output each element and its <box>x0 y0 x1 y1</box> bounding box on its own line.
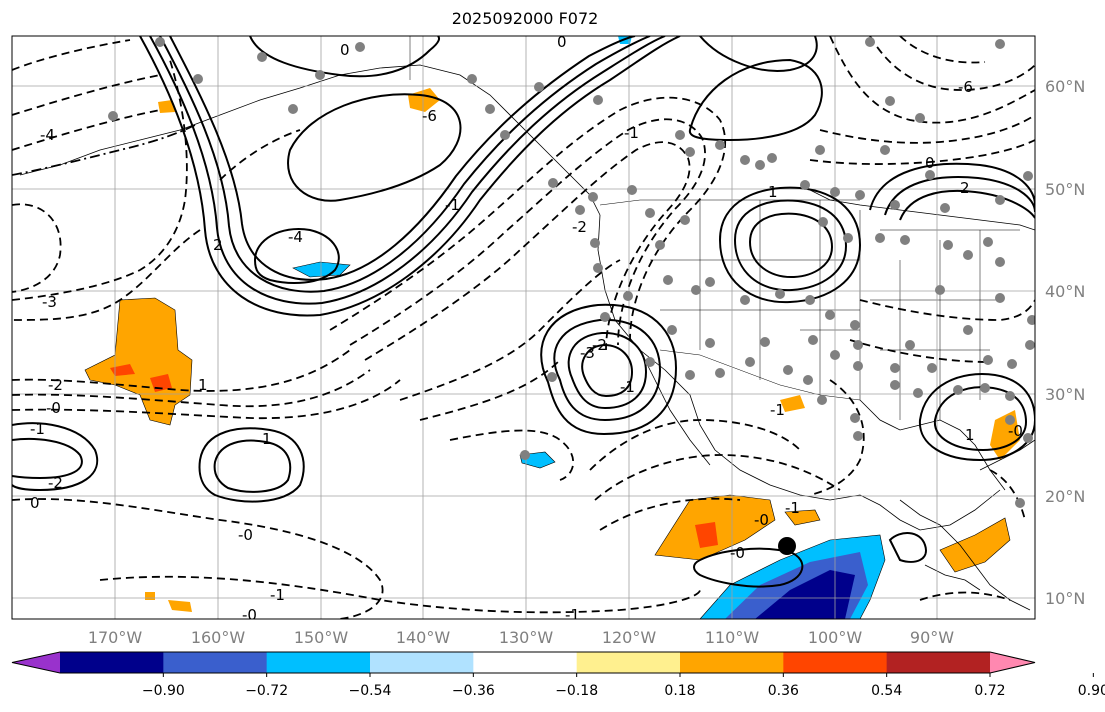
colorbar-swatch <box>266 652 371 673</box>
colorbar-tick-label: −0.90 <box>142 683 185 699</box>
svg-text:1: 1 <box>768 183 778 201</box>
colorbar-swatch <box>370 652 474 673</box>
svg-text:0: 0 <box>340 41 350 59</box>
contour-labels: -4 -3 -2 -0 -1 -2 0 -0 -0 -1 -1 -0 -6 -4… <box>30 33 1023 624</box>
colorbar-swatch <box>576 652 681 673</box>
colorbar-extend-max <box>990 652 1035 673</box>
lon-label: 120°W <box>602 628 657 647</box>
colorbar-tick-label: −0.72 <box>245 683 288 699</box>
svg-text:-3: -3 <box>42 293 57 311</box>
svg-text:0: 0 <box>30 494 40 512</box>
map-background <box>12 36 1035 619</box>
svg-text:-0: -0 <box>238 526 253 544</box>
colorbar-tick-label: −0.36 <box>452 683 495 699</box>
colorbar-tick-label: 0.36 <box>768 683 799 699</box>
lat-label: 40°N <box>1045 282 1085 301</box>
svg-text:-2: -2 <box>48 474 63 492</box>
dashed-contours <box>12 36 1035 619</box>
svg-text:-2: -2 <box>572 218 587 236</box>
map-frame <box>11 35 1036 620</box>
svg-text:1: 1 <box>262 430 272 448</box>
svg-text:-4: -4 <box>288 228 303 246</box>
colorbar-swatch <box>783 652 888 673</box>
colorbar-swatch <box>680 652 784 673</box>
svg-text:2: 2 <box>213 236 223 254</box>
svg-text:-0: -0 <box>46 399 61 417</box>
svg-text:-1: -1 <box>770 401 785 419</box>
svg-text:-0: -0 <box>730 544 745 562</box>
lon-label: 150°W <box>294 628 349 647</box>
colorbar-outline <box>11 651 1036 674</box>
svg-text:-6: -6 <box>958 78 973 96</box>
dashdot-contour <box>12 124 196 176</box>
svg-text:-0: -0 <box>242 606 257 624</box>
colorbar-tick-label: 0.90 <box>1078 683 1105 699</box>
svg-text:-1: -1 <box>30 420 45 438</box>
station-dots <box>108 37 1035 508</box>
svg-text:-4: -4 <box>40 126 55 144</box>
colorbar-tick-label: −0.54 <box>349 683 392 699</box>
svg-text:2: 2 <box>960 179 970 197</box>
lat-label: 20°N <box>1045 487 1085 506</box>
svg-text:1: 1 <box>965 426 975 444</box>
lon-label: 140°W <box>396 628 451 647</box>
svg-text:-1: -1 <box>565 606 580 624</box>
colorbar-swatch <box>60 652 164 673</box>
colorbar: −0.90 −0.72 −0.54 −0.36 −0.18 0.18 0.36 0.54 0.7… <box>11 651 1105 699</box>
lat-label: 10°N <box>1045 589 1085 608</box>
lon-label: 100°W <box>808 628 863 647</box>
lon-label: 160°W <box>191 628 246 647</box>
colorbar-swatch <box>886 652 991 673</box>
svg-text:-1: -1 <box>785 499 800 517</box>
svg-text:0: 0 <box>925 154 935 172</box>
lon-label: 170°W <box>88 628 143 647</box>
colorbar-tick-label: −0.18 <box>555 683 598 699</box>
colorbar-swatch <box>163 652 268 673</box>
svg-text:-1: -1 <box>270 586 285 604</box>
colorbar-tick-label: 0.72 <box>974 683 1005 699</box>
svg-text:-2: -2 <box>592 336 607 354</box>
lat-label: 60°N <box>1045 77 1085 96</box>
longitude-labels: 170°W 160°W 150°W 140°W 130°W 120°W 110°… <box>88 628 954 647</box>
svg-text:-3: -3 <box>580 344 595 362</box>
colorbar-extend-min <box>12 652 60 673</box>
svg-text:1: 1 <box>198 376 208 394</box>
lon-label: 130°W <box>499 628 554 647</box>
colorbar-tick-label: 0.54 <box>871 683 902 699</box>
svg-text:-1: -1 <box>445 196 460 214</box>
lat-label: 30°N <box>1045 385 1085 404</box>
svg-text:-1: -1 <box>620 378 635 396</box>
svg-text:-1: -1 <box>624 124 639 142</box>
map-title: 2025092000 F072 <box>451 9 599 28</box>
storm-marker <box>778 537 796 555</box>
svg-text:-6: -6 <box>422 107 437 125</box>
lat-label: 50°N <box>1045 180 1085 199</box>
lon-label: 110°W <box>705 628 760 647</box>
svg-text:-0: -0 <box>1008 422 1023 440</box>
colorbar-swatch <box>473 652 578 673</box>
colorbar-tick-label: 0.18 <box>664 683 695 699</box>
svg-text:-2: -2 <box>48 376 63 394</box>
solid-contours <box>12 36 1035 588</box>
svg-text:-0: -0 <box>754 511 769 529</box>
lon-label: 90°W <box>910 628 954 647</box>
latitude-labels: 60°N 50°N 40°N 30°N 20°N 10°N <box>1045 77 1085 608</box>
svg-text:0: 0 <box>557 33 567 51</box>
